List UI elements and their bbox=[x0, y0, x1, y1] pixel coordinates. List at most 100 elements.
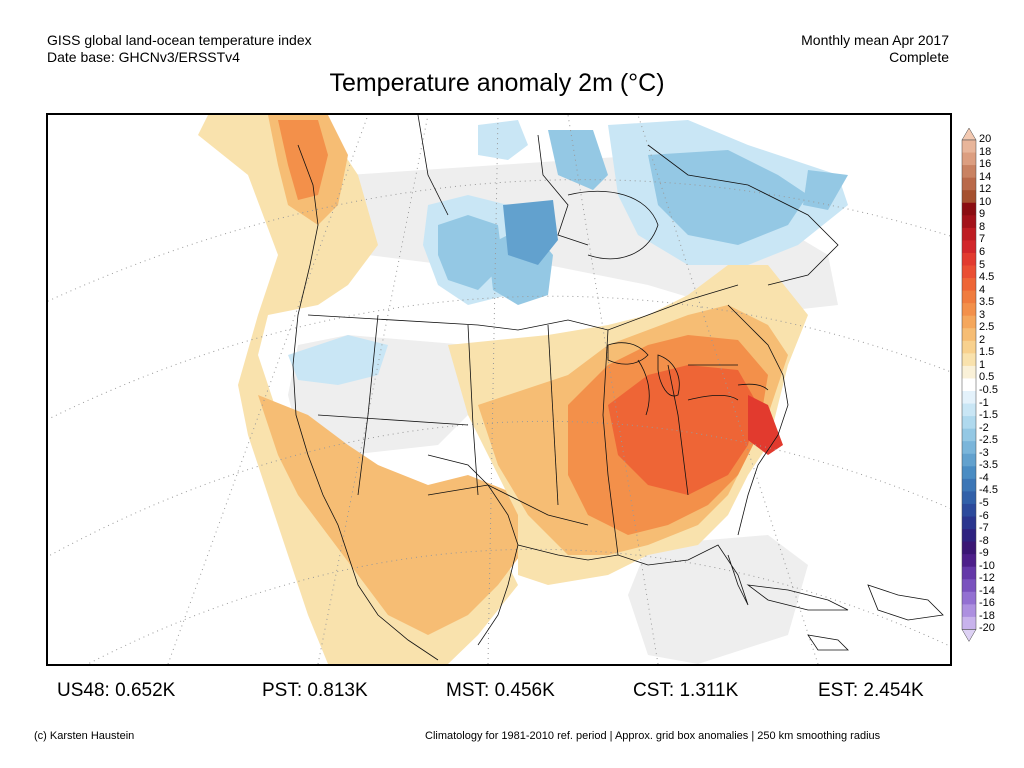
legend-tick-label: 6 bbox=[979, 245, 986, 258]
legend-swatch bbox=[962, 240, 976, 254]
legend-tick-label: 14 bbox=[979, 170, 992, 183]
legend-tick-label: -12 bbox=[979, 572, 995, 585]
legend-bottom-arrow bbox=[961, 629, 977, 642]
stat-est-label: EST: bbox=[818, 680, 859, 701]
legend-tick-label: -10 bbox=[979, 559, 995, 572]
stat-pst: PST: 0.813K bbox=[262, 680, 368, 702]
legend-tick-label: -7 bbox=[979, 522, 989, 535]
legend-swatch bbox=[962, 541, 976, 555]
legend-tick-label: 4 bbox=[979, 283, 986, 296]
legend-swatch bbox=[962, 328, 976, 342]
stat-est: EST: 2.454K bbox=[818, 680, 924, 702]
legend-swatch bbox=[962, 403, 976, 417]
legend-tick-label: 1.5 bbox=[979, 346, 995, 359]
legend-tick-label: 10 bbox=[979, 195, 992, 208]
header-left: GISS global land-ocean temperature index… bbox=[47, 32, 312, 66]
legend-tick-label: 16 bbox=[979, 158, 992, 171]
legend-swatch bbox=[962, 177, 976, 191]
legend-tick-label: -8 bbox=[979, 534, 989, 547]
map-canvas bbox=[48, 115, 950, 664]
legend-swatch bbox=[962, 227, 976, 241]
legend-swatch bbox=[962, 466, 976, 480]
stat-pst-label: PST: bbox=[262, 680, 303, 701]
legend-tick-label: 8 bbox=[979, 220, 986, 233]
legend-swatch bbox=[962, 604, 976, 618]
legend-swatch bbox=[962, 365, 976, 379]
legend-tick-label: 7 bbox=[979, 233, 986, 246]
legend-swatch bbox=[962, 278, 976, 291]
legend-swatch bbox=[962, 566, 976, 580]
legend-swatch bbox=[962, 591, 976, 605]
legend-tick-label: -18 bbox=[979, 609, 995, 622]
legend-swatch bbox=[962, 554, 976, 568]
stat-mst: MST: 0.456K bbox=[446, 680, 555, 702]
legend-tick-label: -9 bbox=[979, 547, 989, 560]
legend-tick-label: 18 bbox=[979, 145, 992, 158]
legend-swatch bbox=[962, 579, 976, 593]
stat-pst-value: 0.813K bbox=[307, 680, 368, 701]
legend-swatch bbox=[962, 503, 976, 517]
legend-tick-label: -0.5 bbox=[979, 384, 998, 396]
legend-tick-label: 3.5 bbox=[979, 296, 995, 309]
stat-mst-value: 0.456K bbox=[494, 680, 555, 701]
data-base-label: Date base: GHCNv3/ERSSTv4 bbox=[47, 49, 240, 65]
stat-mst-label: MST: bbox=[446, 680, 490, 701]
legend-swatch bbox=[962, 290, 976, 304]
legend-tick-label: -1.5 bbox=[979, 409, 998, 422]
legend-swatch bbox=[962, 265, 976, 279]
legend-swatch bbox=[962, 303, 976, 317]
legend-tick-label: -1 bbox=[979, 396, 989, 409]
index-title: GISS global land-ocean temperature index bbox=[47, 32, 312, 48]
legend-tick-label: -14 bbox=[979, 584, 995, 597]
legend-swatch bbox=[962, 140, 976, 153]
stat-cst: CST: 1.311K bbox=[633, 680, 738, 702]
legend-swatch bbox=[962, 353, 976, 367]
legend-tick-label: -4 bbox=[979, 471, 989, 484]
legend-tick-label: -4.5 bbox=[979, 484, 998, 497]
legend-tick-label: -16 bbox=[979, 597, 995, 610]
legend-swatch bbox=[962, 202, 976, 216]
stat-us48: US48: 0.652K bbox=[57, 680, 175, 702]
legend-color-bar bbox=[961, 128, 977, 642]
period-label: Monthly mean Apr 2017 bbox=[801, 32, 949, 48]
legend-tick-label: 0.5 bbox=[979, 371, 995, 384]
legend-tick-label: 3 bbox=[979, 308, 986, 321]
coastlines-borders bbox=[292, 115, 944, 661]
legend-swatch bbox=[962, 616, 976, 630]
legend-swatch bbox=[962, 165, 976, 179]
legend-swatch bbox=[962, 215, 976, 229]
legend-tick-label: 9 bbox=[979, 208, 986, 221]
legend-swatch bbox=[962, 190, 976, 204]
stat-us48-label: US48: bbox=[57, 680, 110, 701]
legend-swatch bbox=[962, 391, 976, 404]
climatology-note: Climatology for 1981-2010 ref. period | … bbox=[425, 730, 881, 742]
great-lakes bbox=[607, 342, 769, 416]
legend-swatch bbox=[962, 478, 976, 492]
stat-est-value: 2.454K bbox=[863, 680, 924, 701]
color-scale-legend: 20 18 16 14 12 10 9 8 7 6 5 4.5 4 3.5 3 2.5 2 1.5 1 0.5 -0.5… bbox=[959, 128, 1019, 653]
graticule-lines bbox=[48, 115, 950, 664]
legend-swatch bbox=[962, 315, 976, 329]
stat-cst-value: 1.311K bbox=[679, 680, 739, 701]
legend-tick-label: 5 bbox=[979, 258, 986, 271]
regional-stats: US48: 0.652K PST: 0.813K MST: 0.456K CST… bbox=[0, 680, 1024, 706]
header-right: Monthly mean Apr 2017 Complete bbox=[801, 32, 949, 66]
legend-swatch bbox=[962, 252, 976, 266]
stat-cst-label: CST: bbox=[633, 680, 675, 701]
stat-us48-value: 0.652K bbox=[115, 680, 176, 701]
legend-swatch bbox=[962, 491, 976, 505]
legend-tick-label: 2.5 bbox=[979, 321, 995, 334]
legend-tick-label: -2 bbox=[979, 421, 989, 434]
legend-swatch bbox=[962, 529, 976, 542]
legend-tick-label: 12 bbox=[979, 183, 992, 196]
legend-tick-label: -5 bbox=[979, 496, 989, 509]
legend-swatch bbox=[962, 340, 976, 354]
legend-swatch bbox=[962, 516, 976, 530]
legend-top-arrow bbox=[961, 128, 977, 141]
copyright: (c) Karsten Haustein bbox=[34, 730, 135, 742]
anomaly-map bbox=[46, 113, 952, 666]
legend-swatch bbox=[962, 441, 976, 455]
legend-swatch bbox=[962, 378, 976, 392]
legend-tick-label: -20 bbox=[979, 622, 995, 635]
legend-tick-label: 2 bbox=[979, 333, 986, 346]
